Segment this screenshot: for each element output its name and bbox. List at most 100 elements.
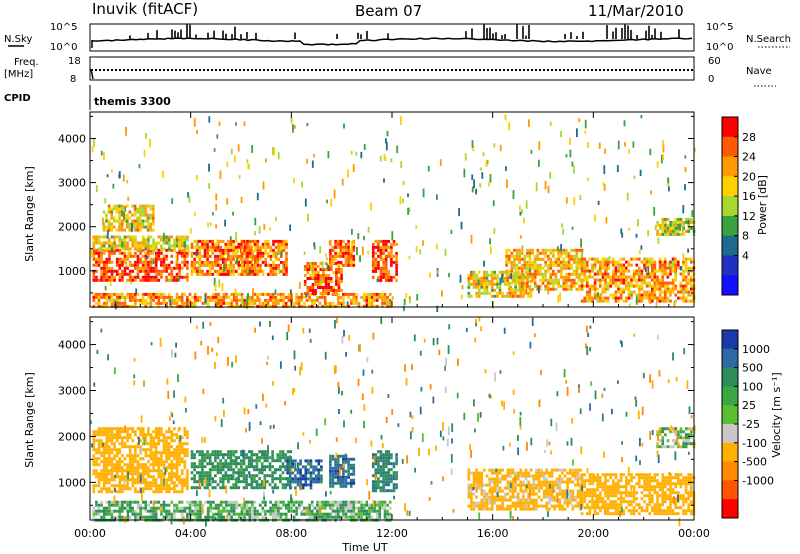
echo-cell [160, 433, 163, 437]
echo-cell [575, 260, 579, 264]
echo-cell [344, 254, 348, 258]
echo-cell [154, 295, 158, 299]
echo-cell [108, 254, 111, 258]
echo-cell [260, 471, 264, 475]
echo-cell [259, 269, 262, 273]
echo-cell [392, 486, 396, 490]
echo-cell [115, 454, 119, 458]
echo-cell [227, 301, 231, 305]
echo-cell [232, 503, 236, 507]
echo-cell [115, 463, 119, 467]
echo-cell [284, 295, 288, 299]
echo-cell [322, 286, 325, 289]
echo-cell [505, 254, 508, 258]
echo-cell [382, 260, 385, 264]
echo-cell [144, 241, 148, 245]
echo-cell [562, 266, 566, 270]
echo-cell [95, 238, 98, 242]
echo-cell [645, 257, 649, 261]
echo-cell [666, 266, 670, 270]
echo-cell [255, 462, 259, 466]
echo-cell [344, 304, 348, 308]
echo-cell [588, 299, 592, 303]
echo-cell [336, 509, 340, 513]
echo-cell [128, 448, 132, 452]
echo-cell [108, 463, 111, 467]
echo-cell [113, 427, 116, 431]
echo-cell [304, 474, 308, 478]
echo-cell [154, 251, 158, 255]
echo-cell [339, 245, 343, 249]
echo-cell [562, 263, 566, 267]
echo-cell [470, 273, 473, 277]
echo-cell [165, 254, 168, 258]
echo-cell [162, 439, 166, 443]
echo-cell [261, 292, 265, 296]
echo-cell [92, 238, 96, 242]
echo-cell [131, 481, 135, 485]
echo-cell [105, 247, 109, 251]
echo-cell [115, 430, 119, 434]
echo-cell [347, 292, 350, 296]
scatter-cell [103, 151, 105, 160]
echo-cell [237, 242, 241, 246]
echo-cell [126, 204, 129, 208]
echo-cell [622, 287, 625, 291]
echo-cell [360, 506, 363, 510]
echo-cell [374, 480, 378, 484]
echo-cell [224, 266, 228, 270]
echo-cell [183, 244, 187, 248]
echo-cell [477, 483, 481, 487]
echo-cell [149, 457, 153, 461]
echo-cell [483, 285, 486, 289]
echo-cell [362, 292, 366, 296]
echo-cell [198, 272, 202, 276]
echo-cell [528, 254, 532, 258]
echo-cell [467, 468, 471, 472]
echo-cell [203, 471, 207, 475]
echo-cell [586, 299, 589, 303]
echo-cell [219, 304, 223, 308]
echo-cell [206, 260, 209, 264]
echo-cell [229, 254, 233, 258]
echo-cell [612, 275, 615, 279]
echo-cell [152, 515, 155, 519]
echo-cell [113, 454, 116, 458]
echo-cell [100, 266, 103, 270]
echo-cell [317, 477, 321, 481]
echo-cell [157, 436, 161, 440]
echo-cell [622, 290, 625, 294]
echo-cell [381, 292, 384, 296]
echo-cell [382, 456, 385, 460]
echo-cell [352, 239, 356, 243]
echo-cell [154, 460, 158, 464]
echo-cell [134, 251, 137, 255]
echo-cell [214, 474, 217, 478]
echo-cell [264, 509, 267, 513]
echo-cell [118, 430, 122, 434]
echo-cell [105, 301, 109, 305]
echo-cell [304, 480, 308, 484]
echo-cell [92, 512, 96, 516]
echo-cell [134, 278, 137, 282]
echo-cell [170, 436, 174, 440]
echo-cell [533, 269, 537, 273]
echo-cell [133, 207, 137, 211]
echo-cell [113, 484, 116, 488]
echo-cell [531, 251, 534, 255]
echo-cell [201, 239, 204, 243]
echo-cell [214, 459, 217, 463]
echo-cell [232, 242, 235, 246]
echo-cell [147, 448, 150, 452]
echo-cell [503, 276, 507, 280]
echo-cell [144, 219, 147, 223]
echo-cell [342, 503, 345, 507]
echo-cell [382, 242, 385, 246]
echo-cell [180, 472, 184, 476]
echo-cell [485, 279, 489, 283]
echo-cell [664, 226, 667, 230]
echo-cell [625, 299, 628, 303]
echo-cell [157, 241, 161, 245]
echo-cell [203, 465, 207, 469]
echo-cell [687, 229, 691, 233]
